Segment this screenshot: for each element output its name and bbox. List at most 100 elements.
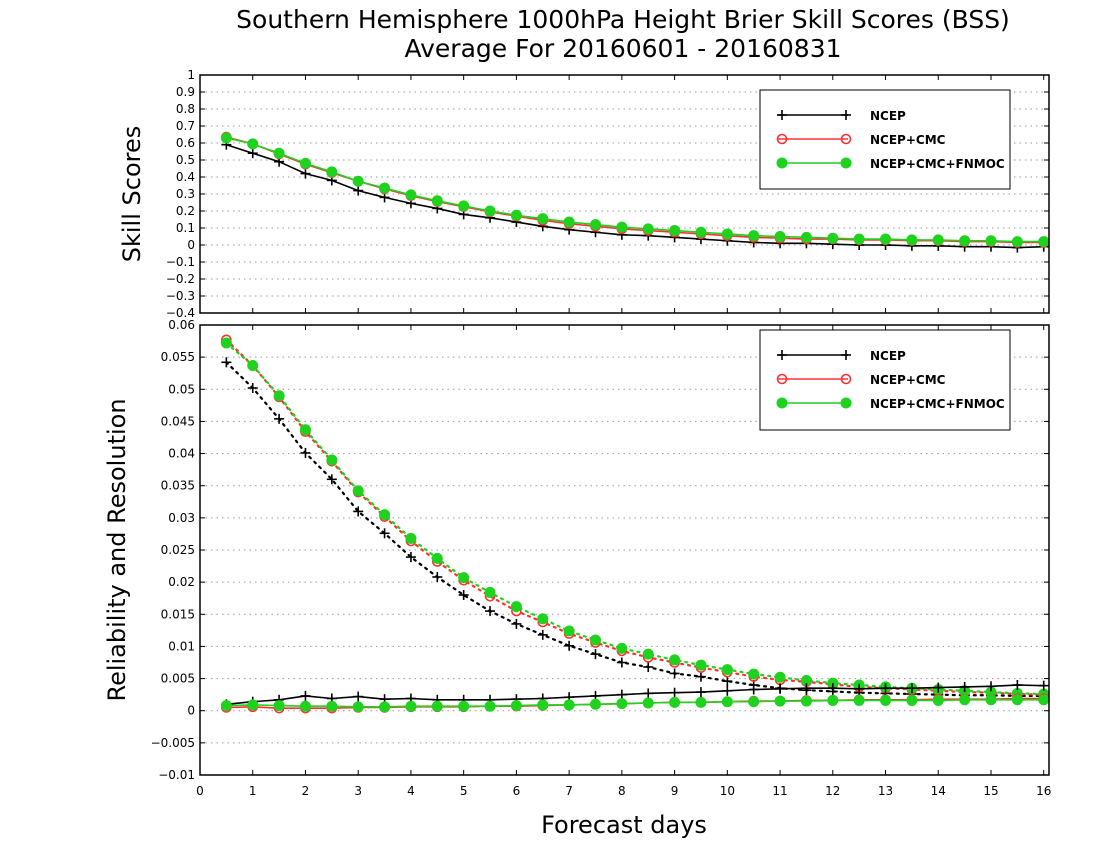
y-tick-label-0-2: 0.8 [176,102,195,116]
point-1-2-11 [510,601,522,613]
chart-title-line-1: Southern Hemisphere 1000hPa Height Brier… [236,5,1010,34]
y-tick-label-0-12: −0.2 [166,272,195,286]
x-tick-label-5: 5 [460,784,468,798]
point-0-2-5 [352,175,364,187]
point-0-0-5 [353,185,364,196]
point-0-2-9 [458,200,470,212]
y-tick-label-1-9: 0.015 [161,607,195,621]
legend-label-1-2: NCEP+CMC+FNMOC [870,397,1005,411]
point-0-2-30 [1011,236,1023,248]
point-1-5-16 [642,697,654,709]
chart-title-line-2: Average For 20160601 - 20160831 [404,34,841,63]
point-1-0-0 [221,357,232,368]
point-1-5-21 [774,695,786,707]
legend-marker-start-1-1 [776,373,788,385]
y-axis-title-0: Skill Scores [118,126,146,263]
y-tick-label-0-7: 0.3 [176,187,195,201]
y-tick-label-0-14: −0.4 [166,306,195,320]
skill-scores-panel: 1 0.9 0.8 0.7 0.6 0.5 0.4 0.3 0.2 0.1 0 −0.1 −0.2 −0.… [118,68,1050,320]
y-tick-label-1-6: 0.03 [168,511,195,525]
point-1-5-28 [959,694,971,706]
legend-marker-end-0-1 [840,133,852,145]
point-0-2-11 [510,209,522,221]
point-1-5-14 [589,698,601,710]
legend-marker-end-0-2 [840,157,852,169]
point-1-5-24 [853,694,865,706]
legend-marker-end-0-0 [841,110,851,120]
point-1-3-17 [669,687,680,698]
point-1-5-31 [1038,694,1050,706]
point-1-3-31 [1038,680,1049,691]
point-1-3-21 [775,683,786,694]
point-0-2-16 [642,223,654,235]
point-0-2-25 [880,233,892,245]
point-1-5-7 [405,700,417,712]
legend-label-0-2: NCEP+CMC+FNMOC [870,157,1005,171]
point-1-5-25 [880,694,892,706]
point-1-3-5 [353,691,364,702]
point-1-5-9 [458,700,470,712]
y-tick-label-1-10: 0.01 [168,639,195,653]
point-1-0-18 [695,671,706,682]
point-1-2-7 [405,532,417,544]
point-1-3-20 [748,684,759,695]
point-1-0-15 [616,657,627,668]
point-1-0-10 [485,606,496,617]
point-1-5-20 [748,696,760,708]
legend-label-1-1: NCEP+CMC [870,373,946,387]
point-1-3-3 [300,690,311,701]
x-tick-label-1: 1 [249,784,257,798]
point-1-5-30 [1011,694,1023,706]
y-tick-label-1-2: 0.05 [168,382,195,396]
point-0-2-0 [220,132,232,144]
y-tick-label-0-9: 0.1 [176,221,195,235]
point-1-2-8 [431,552,443,564]
point-1-3-26 [906,683,917,694]
legend-marker-end-1-1 [840,373,852,385]
point-1-0-13 [564,640,575,651]
point-0-2-4 [326,166,338,178]
point-1-3-24 [854,683,865,694]
y-tick-label-1-1: 0.055 [161,350,195,364]
point-1-5-6 [379,701,391,713]
series-0-2 [220,132,1050,248]
point-0-2-17 [669,225,681,237]
point-1-0-17 [669,668,680,679]
y-tick-label-0-11: −0.1 [166,255,195,269]
y-tick-label-0-10: 0 [187,238,195,252]
point-1-5-18 [695,696,707,708]
y-tick-label-1-3: 0.045 [161,414,195,428]
legend-label-0-1: NCEP+CMC [870,133,946,147]
point-1-2-14 [589,634,601,646]
point-1-2-21 [774,671,786,683]
x-tick-label-16: 16 [1036,784,1051,798]
x-tick-label-6: 6 [513,784,521,798]
point-1-3-15 [616,689,627,700]
point-1-2-10 [484,586,496,598]
point-1-2-6 [379,509,391,521]
point-1-3-27 [933,682,944,693]
point-1-2-0 [220,337,232,349]
point-0-2-29 [985,235,997,247]
point-1-5-3 [299,700,311,712]
point-1-3-29 [985,681,996,692]
point-1-3-28 [959,681,970,692]
x-tick-label-3: 3 [354,784,362,798]
point-1-5-2 [273,700,285,712]
point-1-2-12 [537,613,549,625]
point-1-5-26 [906,694,918,706]
reliability-resolution-panel: 0.06 0.055 0.05 0.045 0.04 0.035 0.03 0.025 0.02… [103,318,1050,782]
point-0-2-15 [616,221,628,233]
point-0-2-27 [932,234,944,246]
point-0-2-3 [299,157,311,169]
point-1-0-11 [511,618,522,629]
point-1-3-16 [643,688,654,699]
point-1-5-12 [537,699,549,711]
series-1-5 [220,694,1050,713]
point-1-3-22 [801,683,812,694]
x-axis-title: Forecast days [541,811,707,839]
point-1-2-4 [326,454,338,466]
legend-1: NCEP NCEP+CMC NCEP+CMC+FNMOC [759,329,1011,431]
point-1-5-4 [326,700,338,712]
